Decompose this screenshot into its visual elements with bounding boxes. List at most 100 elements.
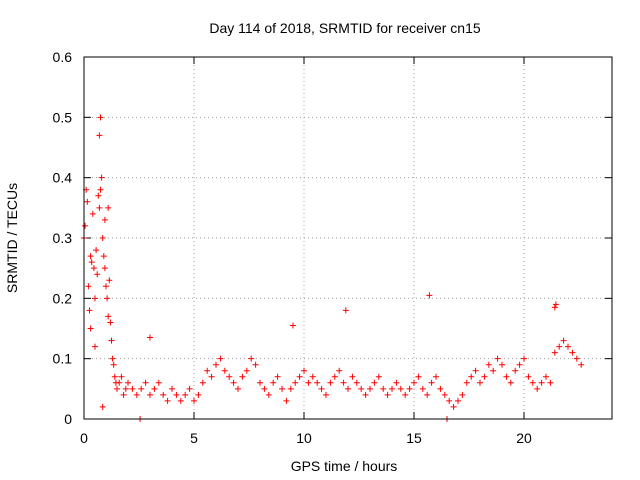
x-tick-label: 20: [516, 430, 532, 446]
data-point: [472, 367, 479, 374]
data-point: [257, 379, 263, 386]
data-point: [305, 379, 312, 386]
data-point: [428, 379, 435, 386]
data-point: [147, 334, 153, 341]
data-point: [95, 192, 102, 199]
data-point: [106, 277, 113, 284]
data-point: [375, 373, 382, 380]
data-point: [565, 343, 571, 350]
data-point: [173, 391, 180, 398]
data-point: [97, 114, 104, 121]
data-point: [367, 385, 373, 392]
data-point: [415, 373, 422, 380]
y-tick-label: 0.5: [53, 109, 73, 125]
data-point: [406, 385, 413, 392]
y-tick-label: 0.2: [53, 290, 73, 306]
data-point: [551, 304, 558, 311]
data-point: [463, 379, 470, 386]
data-point: [521, 355, 527, 362]
data-point: [243, 367, 250, 374]
data-point: [552, 301, 559, 308]
data-point: [195, 391, 202, 398]
data-point: [98, 174, 105, 181]
data-point: [235, 385, 241, 392]
data-point: [512, 367, 519, 374]
data-point: [525, 373, 532, 380]
data-point: [120, 391, 127, 398]
data-point: [151, 385, 158, 392]
data-point: [455, 397, 461, 404]
data-point: [248, 355, 255, 362]
data-point: [104, 295, 111, 302]
data-point: [204, 367, 211, 374]
data-point: [323, 391, 329, 398]
data-point: [88, 259, 95, 266]
data-point: [230, 379, 237, 386]
data-point: [309, 373, 316, 380]
data-point: [358, 385, 365, 392]
data-point: [92, 295, 98, 302]
data-point: [336, 367, 343, 374]
data-point: [97, 186, 104, 193]
data-point: [101, 216, 108, 223]
data-point: [419, 385, 426, 392]
data-point: [164, 397, 171, 404]
x-tick-label: 15: [406, 430, 422, 446]
data-point: [105, 204, 112, 211]
data-point: [437, 385, 444, 392]
data-point: [105, 313, 112, 320]
data-point: [94, 271, 101, 278]
data-point: [169, 385, 175, 392]
data-point: [142, 379, 149, 386]
data-point: [384, 391, 391, 398]
data-point: [270, 379, 277, 386]
data-points: [81, 114, 585, 422]
data-point: [402, 391, 409, 398]
data-point: [226, 373, 233, 380]
data-point: [389, 385, 395, 392]
data-point: [446, 397, 453, 404]
axis-ticks: 0 0.1 0.2 0.3 0.4 0.5 0.6 0 5 10 15 20: [53, 49, 612, 446]
data-point: [208, 373, 215, 380]
data-point: [93, 247, 100, 254]
data-point: [424, 391, 431, 398]
data-point: [538, 379, 545, 386]
data-point: [82, 222, 89, 229]
data-point: [547, 379, 554, 386]
data-point: [103, 283, 109, 290]
data-point: [186, 385, 193, 392]
data-point: [265, 391, 272, 398]
y-tick-label: 0.1: [53, 351, 73, 367]
data-point: [433, 373, 439, 380]
data-point: [287, 385, 294, 392]
data-point: [507, 379, 514, 386]
data-point: [182, 391, 189, 398]
data-point: [450, 403, 457, 410]
data-point: [362, 391, 369, 398]
grid-lines: [84, 57, 612, 419]
data-point: [340, 379, 347, 386]
data-point: [87, 253, 94, 260]
data-point: [160, 391, 167, 398]
data-point: [87, 325, 94, 332]
data-point: [84, 198, 91, 205]
data-point: [551, 349, 558, 356]
data-point: [114, 385, 120, 392]
data-point: [199, 379, 206, 386]
data-point: [485, 361, 492, 368]
data-point: [99, 235, 106, 241]
data-point: [494, 355, 501, 362]
data-point: [499, 361, 505, 368]
data-point: [85, 283, 92, 290]
data-point: [221, 367, 228, 374]
data-point: [101, 265, 108, 272]
y-tick-label: 0: [64, 411, 72, 427]
data-point: [92, 343, 98, 350]
data-point: [296, 373, 303, 380]
data-point: [274, 373, 281, 380]
data-point: [217, 355, 224, 362]
data-point: [353, 379, 360, 386]
data-point: [116, 379, 123, 386]
